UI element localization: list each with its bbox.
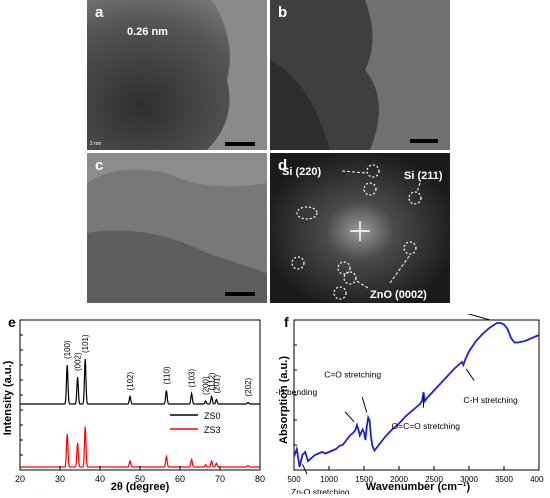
xrd-x-tick-label: 80 [255, 474, 265, 484]
tem-image-a [87, 0, 267, 150]
xrd-x-tick-label: 50 [135, 474, 145, 484]
ftir-annotation-label: O=C=O stretching [392, 421, 461, 431]
lattice-spacing-label: 0.26 nm [127, 26, 168, 38]
ftir-annotation-label: C-H stretching [463, 395, 518, 405]
ftir-annotation-arrow [465, 368, 475, 381]
ftir-x-tick-label: 2000 [390, 475, 408, 484]
xrd-y-axis-label: Intensity (a.u.) [2, 360, 14, 435]
ftir-chart: f 5001000150020002500300035004000 O-H st… [276, 314, 544, 494]
scale-bar-c [225, 292, 255, 296]
ftir-annotation-label: Zn-O stretching [291, 487, 350, 494]
xrd-peak-label: (201) [212, 374, 221, 393]
legend-label-ZS3: ZS3 [204, 425, 221, 435]
fft-spot-left [296, 206, 318, 220]
fft-panel-d: d Si (220) Si (211) ZnO (0002) [270, 153, 450, 303]
xrd-plot-frame [19, 319, 261, 471]
xrd-peak-label: (112) [208, 372, 217, 390]
fft-spot-si220-1 [366, 164, 380, 178]
scale-bar-b [410, 139, 438, 143]
panel-label-e: e [8, 314, 16, 330]
tem-panel-c: c [87, 153, 267, 303]
fft-spot-si220-2 [363, 182, 377, 196]
fft-image-d [270, 153, 450, 303]
scale-bar-a [225, 142, 255, 146]
fft-spot-zno-1 [337, 261, 351, 275]
tem-image-c [87, 153, 267, 303]
ftir-annotation-label: C=O stretching [324, 370, 381, 380]
panel-label-f: f [284, 314, 289, 330]
ftir-x-tick-label: 2500 [425, 475, 443, 484]
panel-label-d: d [278, 157, 288, 174]
ftir-annotation-label: O-H bending [276, 387, 317, 397]
xrd-x-tick-label: 40 [95, 474, 105, 484]
panel-label-a: a [95, 4, 104, 21]
ftir-x-tick-label: 1000 [320, 475, 338, 484]
panel-label-c: c [95, 157, 104, 174]
ftir-annotation-arrow [467, 314, 491, 321]
ftir-y-axis-label: Absorption (a.u.) [278, 356, 290, 444]
ftir-x-tick-label: 3500 [495, 475, 513, 484]
xrd-x-axis-label: 2θ (degree) [111, 481, 170, 493]
xrd-peak-label: (202) [244, 377, 253, 396]
xrd-x-tick-label: 60 [175, 474, 185, 484]
xrd-series-ZS3 [20, 426, 260, 468]
legend-label-ZS0: ZS0 [204, 411, 221, 421]
xrd-x-tick-label: 30 [55, 474, 65, 484]
ftir-x-tick-label: 1500 [355, 475, 373, 484]
xrd-peak-label: (200) [202, 376, 211, 395]
ftir-annotation-arrow [302, 464, 308, 475]
tem-panel-a: a 0.26 nm 2 nm [87, 0, 267, 150]
xrd-peak-label: (101) [81, 334, 90, 353]
panel-label-b: b [278, 4, 288, 21]
xrd-peak-label: (103) [188, 368, 197, 387]
scale-text-a: 2 nm [90, 141, 102, 147]
xrd-series-ZS0 [20, 358, 260, 405]
ftir-x-tick-label: 500 [287, 475, 301, 484]
xrd-x-tick-label: 70 [215, 474, 225, 484]
xrd-peak-label: (110) [162, 366, 171, 384]
ftir-x-axis-label: Wavenumber (cm⁻¹) [366, 481, 471, 493]
ftir-annotation-arrow [344, 411, 355, 423]
ftir-x-tick-label: 3000 [460, 475, 478, 484]
tem-panel-b: b [270, 0, 450, 150]
fft-label-si211: Si (211) [404, 170, 443, 182]
fft-label-si220: Si (220) [282, 166, 322, 178]
fft-label-zno0002: ZnO (0002) [370, 289, 427, 301]
tem-image-b [270, 0, 450, 150]
fft-spot-zno-2 [343, 271, 357, 285]
fft-spot-si211 [408, 191, 422, 205]
xrd-peak-label: (100) [63, 340, 72, 359]
ftir-spectrum [293, 322, 540, 468]
xrd-peak-label: (002) [74, 352, 83, 371]
fft-spot-zno-3 [333, 286, 347, 300]
xrd-chart: e (100)(002)(101) (102) (110) (103) (200)(11… [2, 314, 265, 493]
xrd-peak-label: (102) [126, 371, 135, 390]
xrd-x-tick-label: 20 [15, 474, 25, 484]
fft-spot-lower-left [291, 256, 305, 270]
ftir-x-tick-label: 4000 [530, 475, 544, 484]
fft-spot-right [403, 241, 417, 255]
ftir-annotation-arrow [361, 396, 368, 413]
